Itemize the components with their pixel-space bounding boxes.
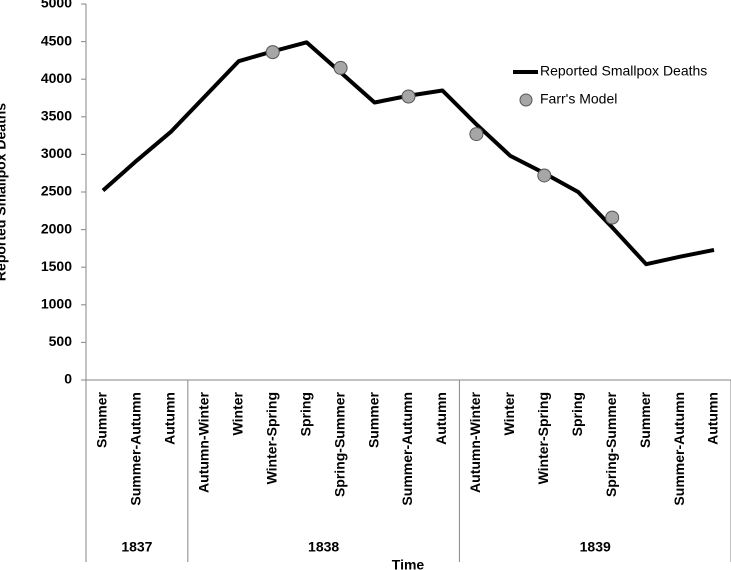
data-point <box>265 45 280 60</box>
x-tick-label: Winter-Spring <box>535 392 551 484</box>
group-label: 1837 <box>121 539 152 555</box>
y-tick-label: 3000 <box>41 145 72 161</box>
x-tick-label: Summer-Autumn <box>399 392 415 506</box>
data-point <box>401 89 416 104</box>
y-tick-label: 1000 <box>41 296 72 312</box>
group-label: 1838 <box>308 539 339 555</box>
x-tick-label: Spring-Summer <box>603 391 619 497</box>
data-point <box>469 127 484 142</box>
x-tick-label: Autumn <box>433 392 449 445</box>
x-tick-label: Winter <box>229 391 245 435</box>
x-tick-label: Autumn <box>705 392 721 445</box>
y-tick-label: 2000 <box>41 220 72 236</box>
x-tick-label: Summer <box>637 391 653 448</box>
data-point <box>605 210 620 225</box>
legend-swatch <box>519 93 533 107</box>
y-tick-label: 500 <box>49 333 73 349</box>
x-tick-label: Winter-Spring <box>263 392 279 484</box>
x-tick-label: Winter <box>501 391 517 435</box>
x-tick-label: Summer-Autumn <box>128 392 144 506</box>
legend-label: Reported Smallpox Deaths <box>540 63 707 79</box>
x-tick-label: Spring-Summer <box>331 391 347 497</box>
y-tick-label: 2500 <box>41 183 72 199</box>
x-tick-label: Spring <box>297 392 313 436</box>
x-tick-label: Summer <box>365 391 381 448</box>
y-tick-label: 4500 <box>41 32 72 48</box>
x-tick-label: Autumn <box>162 392 178 445</box>
x-tick-label: Autumn-Winter <box>467 391 483 493</box>
x-tick-label: Autumn-Winter <box>196 391 212 493</box>
data-point <box>537 168 552 183</box>
y-tick-label: 5000 <box>41 0 72 11</box>
legend-label: Farr's Model <box>540 91 617 107</box>
y-tick-label: 4000 <box>41 70 72 86</box>
x-tick-label: Summer <box>94 391 110 448</box>
x-tick-label: Spring <box>569 392 585 436</box>
y-tick-label: 3500 <box>41 108 72 124</box>
y-tick-label: 0 <box>64 371 72 387</box>
y-tick-label: 1500 <box>41 258 72 274</box>
x-tick-label: Summer-Autumn <box>671 392 687 506</box>
y-axis-label: Reported Smallpox Deaths <box>0 103 9 281</box>
group-label: 1839 <box>580 539 611 555</box>
data-point <box>333 60 348 75</box>
x-axis-label: Time <box>392 557 425 570</box>
